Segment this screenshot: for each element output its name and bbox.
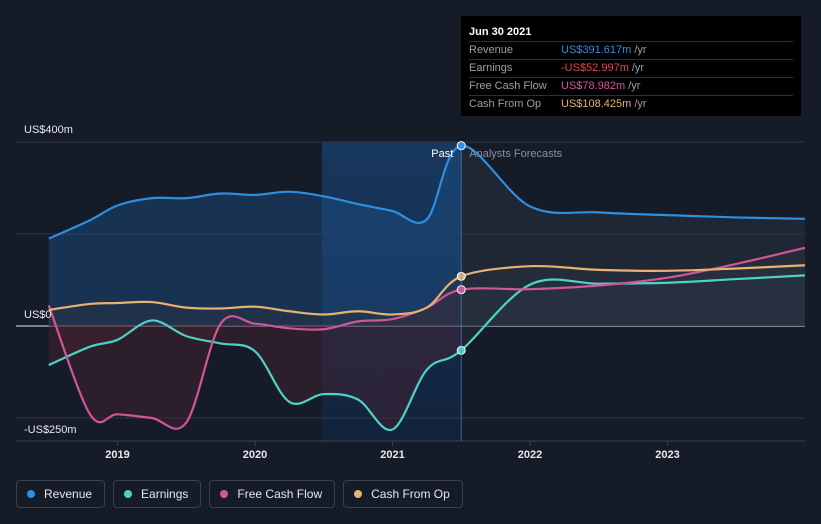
- legend-dot-icon: [27, 490, 35, 498]
- tooltip-value: US$108.425m: [561, 98, 632, 110]
- tooltip-unit: /yr: [634, 98, 647, 110]
- x-tick-label: 2023: [655, 449, 679, 461]
- legend-item-earnings[interactable]: Earnings: [113, 480, 202, 508]
- y-tick-label: US$0: [24, 309, 52, 321]
- legend-dot-icon: [354, 490, 363, 498]
- area-free-cash-flow-past: [48, 289, 462, 429]
- legend-label: Cash From Op: [371, 487, 450, 501]
- legend-label: Free Cash Flow: [237, 487, 323, 501]
- tooltip-row-cash-from-op: Cash From Op US$108.425m /yr: [469, 95, 793, 112]
- tooltip-label: Free Cash Flow: [469, 80, 547, 92]
- series-line-cash-from-op: [48, 264, 806, 316]
- tooltip-value: US$78.982m: [561, 80, 626, 92]
- series-line-revenue: [48, 144, 806, 240]
- legend-dot-icon: [220, 490, 229, 498]
- x-tick-label: 2022: [518, 449, 542, 461]
- area-revenue-past: [48, 145, 462, 326]
- legend-item-free-cash-flow[interactable]: Free Cash Flow: [209, 480, 336, 508]
- tooltip-label: Cash From Op: [469, 98, 542, 110]
- past-label: Past: [431, 148, 453, 160]
- x-tick-label: 2020: [243, 449, 267, 461]
- x-tick-label: 2019: [105, 449, 129, 461]
- legend-label: Earnings: [141, 487, 189, 501]
- legend-label: Revenue: [44, 487, 93, 501]
- chart-legend: Revenue Earnings Free Cash Flow Cash Fro…: [16, 480, 463, 508]
- legend-item-cash-from-op[interactable]: Cash From Op: [343, 480, 463, 508]
- series-line-free-cash-flow: [47, 246, 806, 430]
- tooltip-unit: /yr: [631, 62, 645, 74]
- legend-item-revenue[interactable]: Revenue: [16, 480, 106, 508]
- tooltip-unit: /yr: [634, 44, 647, 56]
- tooltip-panel: Jun 30 2021 Revenue US$391.617m /yr Earn…: [461, 16, 801, 116]
- tooltip-unit: /yr: [628, 80, 641, 92]
- area-free-cash-flow-forecast: [461, 247, 805, 326]
- y-tick-label: -US$250m: [24, 424, 77, 436]
- tooltip-value: US$391.617m: [561, 44, 632, 56]
- tooltip-value: -US$52.997m: [561, 62, 629, 74]
- tooltip-row-free-cash-flow: Free Cash Flow US$78.982m /yr: [469, 77, 793, 94]
- area-earnings-past: [48, 320, 462, 430]
- tooltip-date: Jun 30 2021: [469, 26, 532, 38]
- x-tick-label: 2021: [380, 449, 404, 461]
- y-tick-label: US$400m: [24, 124, 73, 136]
- forecast-label: Analysts Forecasts: [469, 148, 562, 160]
- tooltip-label: Earnings: [469, 62, 513, 74]
- legend-dot-icon: [124, 490, 133, 498]
- area-earnings-forecast: [461, 275, 805, 351]
- tooltip-row-earnings: Earnings -US$52.997m /yr: [469, 59, 793, 76]
- area-cash-from-op-past: [48, 276, 462, 326]
- tooltip-label: Revenue: [469, 44, 514, 56]
- tooltip-row-revenue: Revenue US$391.617m /yr: [469, 41, 793, 58]
